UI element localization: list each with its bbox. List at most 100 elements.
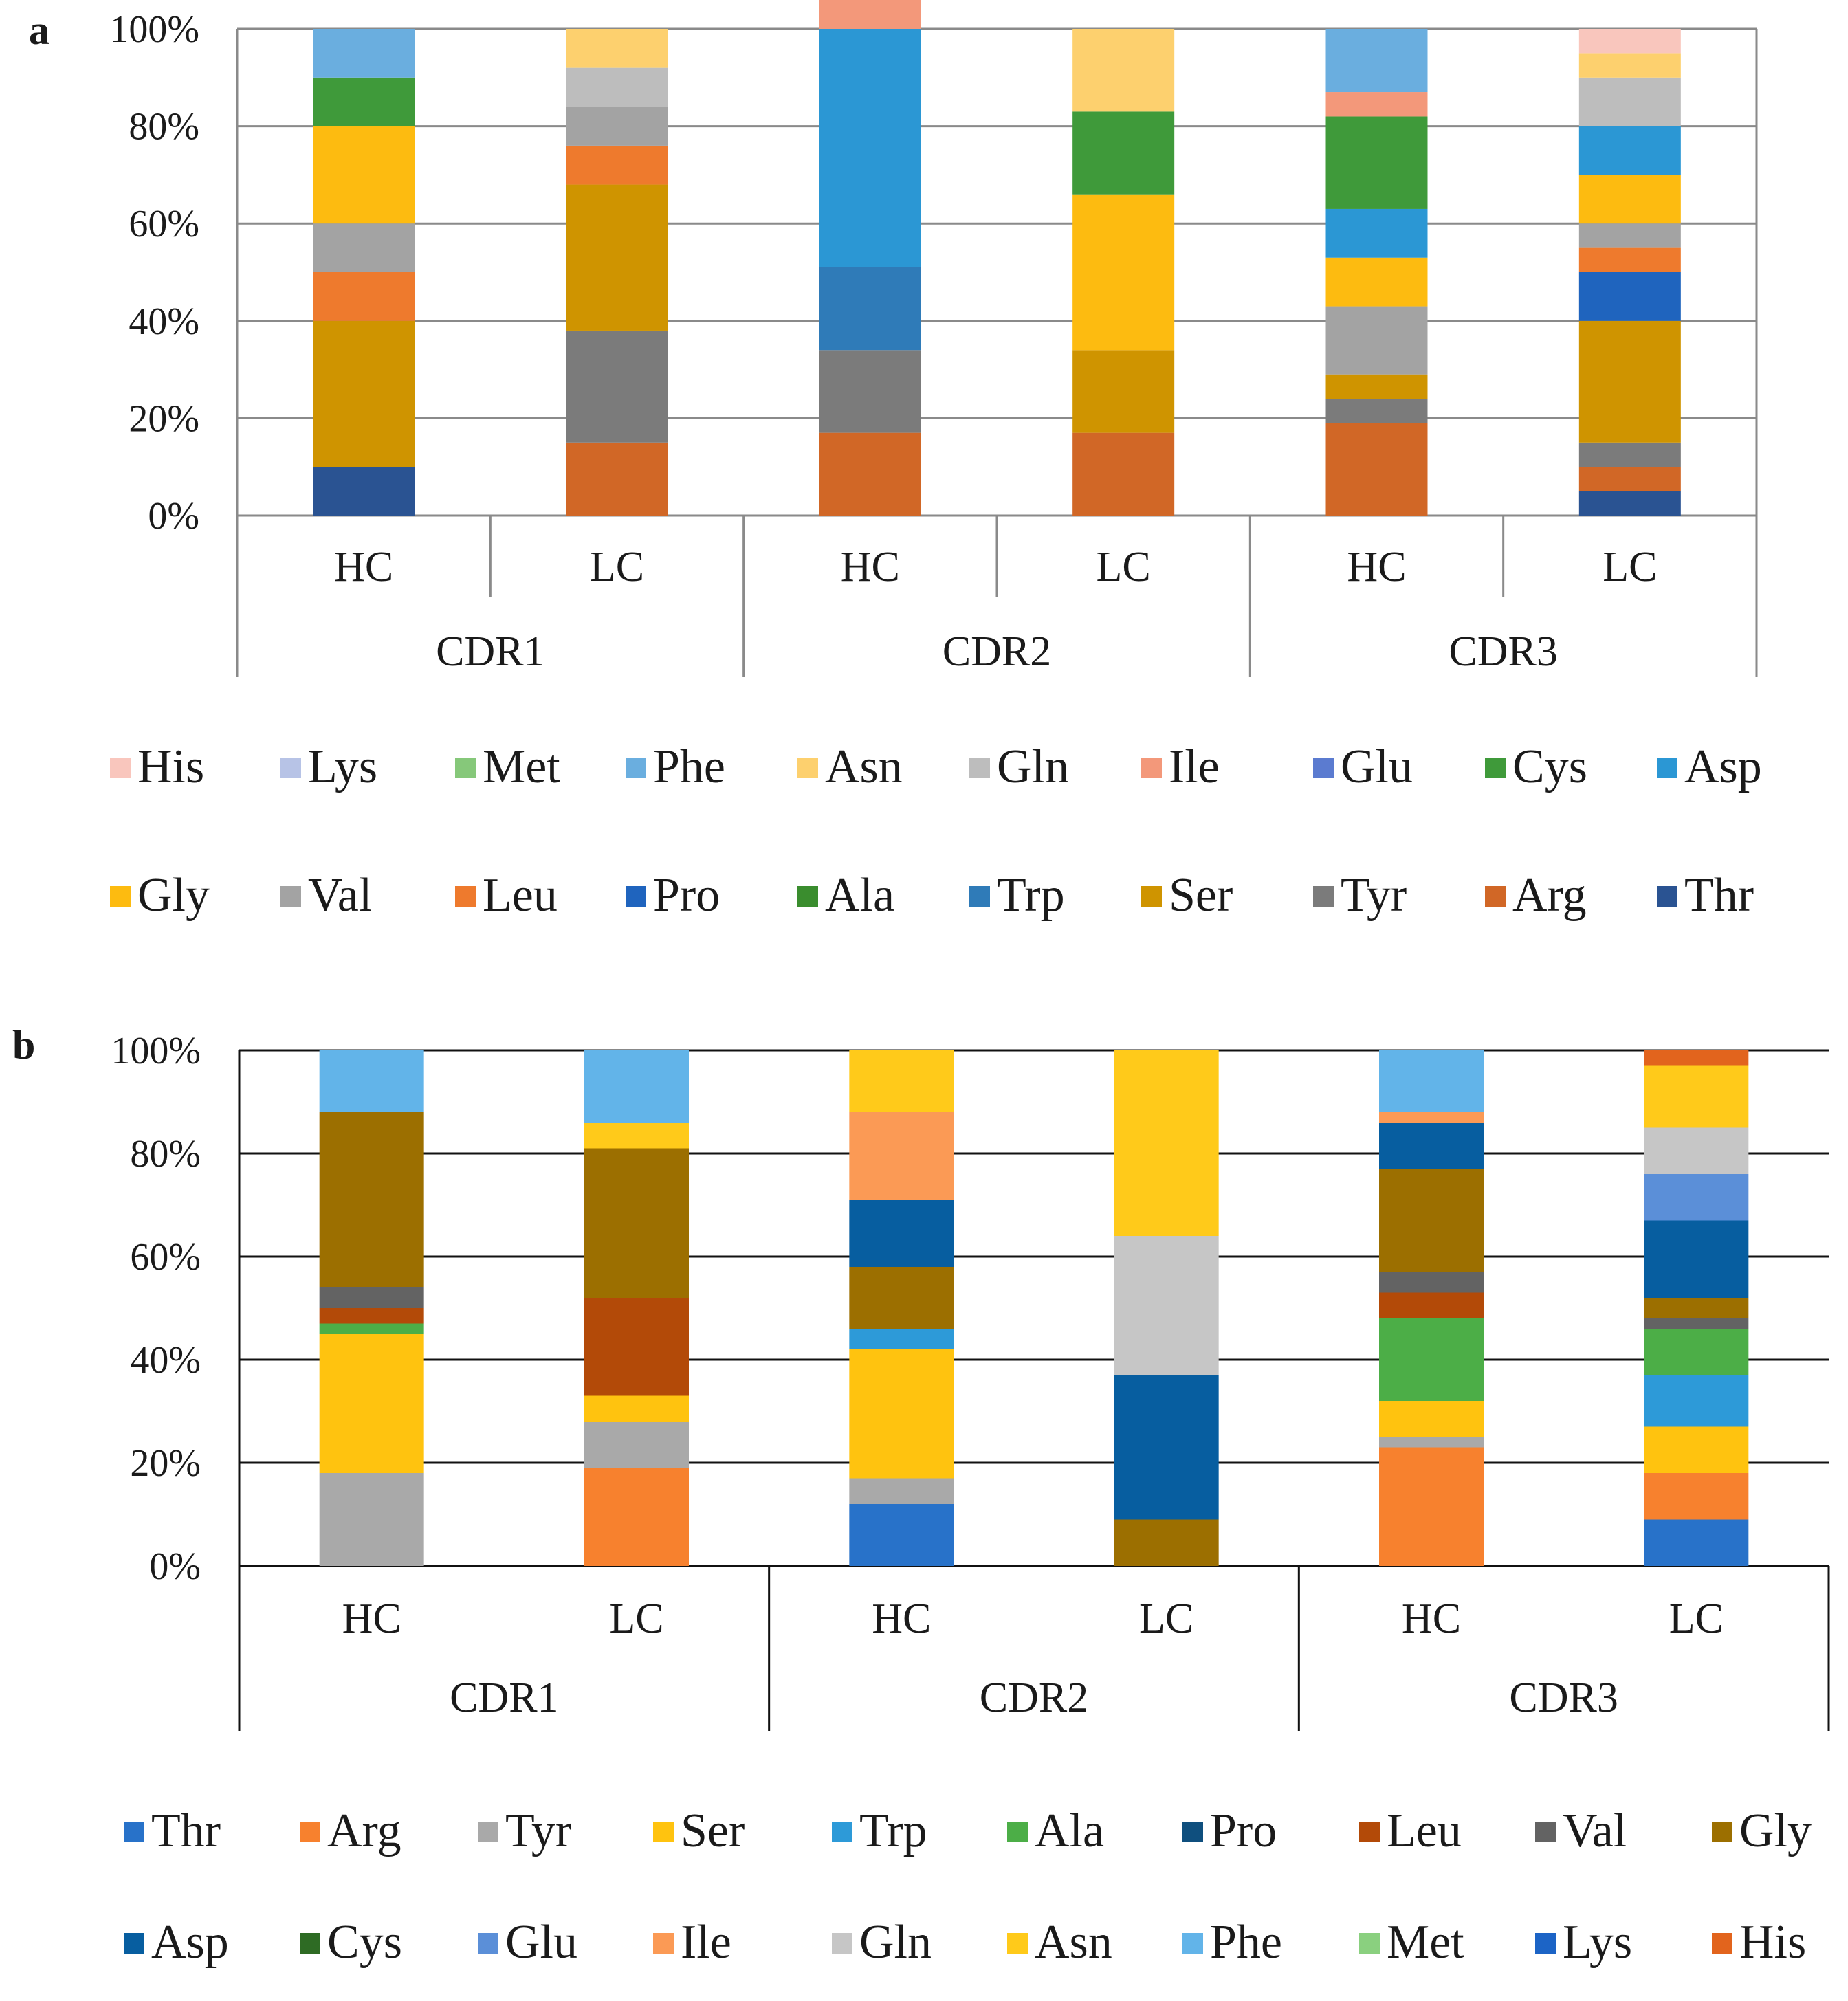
legend-swatch-his [1712, 1933, 1732, 1954]
legend-swatch-ser [653, 1822, 674, 1842]
legend-label-gln: Gln [997, 740, 1069, 793]
bar-segment-asp [819, 29, 921, 267]
legend-swatch-leu [1359, 1822, 1380, 1842]
category-label: HC [872, 1595, 931, 1642]
bar-segment-thr [313, 467, 415, 516]
y-tick-label: 0% [148, 495, 199, 538]
bar-segment-tyr [1379, 1437, 1484, 1448]
bar-segment-asp [1379, 1123, 1484, 1169]
bar-segment-tyr [849, 1478, 954, 1504]
bar-segment-cys [1326, 116, 1428, 209]
legend-swatch-thr [124, 1822, 144, 1842]
bar-segment-ser [584, 1395, 689, 1422]
legend-label-arg: Arg [327, 1804, 402, 1857]
bar-segment-arg [566, 442, 668, 516]
bar-segment-val [1578, 223, 1681, 248]
legend-swatch-val [280, 886, 301, 907]
legend-label-gly: Gly [1739, 1804, 1812, 1857]
legend-swatch-val [1535, 1822, 1556, 1842]
legend-swatch-ile [653, 1933, 674, 1954]
bar-segment-ser [566, 184, 668, 331]
legend-swatch-tyr [1313, 886, 1334, 907]
bar-segment-phe [1379, 1050, 1484, 1112]
legend-label-val: Val [308, 869, 372, 922]
bar-segment-gly [1114, 1519, 1219, 1566]
bar-segment-ser [1644, 1426, 1749, 1473]
bar-segment-asn [566, 29, 668, 68]
legend-label-asn: Asn [1035, 1916, 1112, 1969]
legend-swatch-thr [1657, 886, 1678, 907]
bar-segment-arg [1326, 423, 1428, 516]
bar-segment-val [319, 1287, 424, 1308]
bar-segment-val [566, 107, 668, 146]
legend-label-met: Met [483, 740, 560, 793]
panel-letter-b: b [12, 1022, 35, 1068]
bar-segment-gln [1114, 1236, 1219, 1375]
bar-segment-ile [1326, 92, 1428, 117]
bar-segment-arg [1578, 467, 1681, 491]
category-label: LC [609, 1595, 663, 1642]
bar-segment-leu [566, 145, 668, 185]
group-label: CDR1 [436, 628, 544, 675]
bar-segment-gly [1644, 1298, 1749, 1318]
legend-label-glu: Glu [1341, 740, 1413, 793]
legend-swatch-phe [1182, 1933, 1203, 1954]
legend-label-leu: Leu [1387, 1804, 1462, 1857]
legend-swatch-phe [626, 758, 646, 778]
y-tick-label: 20% [129, 397, 199, 440]
legend-swatch-lys [1535, 1933, 1556, 1954]
bar-segment-asp [1644, 1220, 1749, 1298]
y-tick-label: 100% [109, 8, 199, 51]
legend-swatch-met [1359, 1933, 1380, 1954]
legend-label-pro: Pro [1210, 1804, 1277, 1857]
bar-segment-asn [1578, 53, 1681, 78]
bar-segment-gly [1072, 194, 1175, 351]
legend-label-trp: Trp [997, 869, 1065, 922]
y-tick-label: 20% [130, 1442, 201, 1485]
bar-segment-leu [313, 272, 415, 321]
bar-segment-thr [1644, 1519, 1749, 1566]
legend-swatch-ser [1141, 886, 1162, 907]
bar-segment-glu [1644, 1174, 1749, 1221]
category-label: LC [1139, 1595, 1194, 1642]
bar-segment-tyr [319, 1473, 424, 1566]
bar-segment-trp [819, 267, 921, 351]
legend-swatch-ile [1141, 758, 1162, 778]
legend-label-met: Met [1387, 1916, 1464, 1969]
legend-label-ser: Ser [1169, 869, 1233, 922]
y-tick-label: 80% [129, 106, 199, 148]
group-label: CDR3 [1509, 1674, 1618, 1721]
bar-segment-ser [319, 1334, 424, 1473]
chart-panel-b: 0% 20% 40% 60% 80% 100% HC LC HC LC HC LC CDR1 CDR2 CD… [111, 1030, 1830, 1969]
legend-swatch-met [455, 758, 476, 778]
legend-swatch-glu [1313, 758, 1334, 778]
legend-swatch-gly [110, 886, 131, 907]
legend-label-pro: Pro [653, 869, 720, 922]
legend-label-phe: Phe [1210, 1916, 1282, 1969]
y-tick-label: 60% [130, 1236, 201, 1279]
bar-segment-arg [584, 1468, 689, 1566]
legend-label-ala: Ala [825, 869, 894, 922]
legend-label-thr: Thr [1684, 869, 1754, 922]
category-label: HC [1402, 1595, 1461, 1642]
bar-segment-cys [313, 77, 415, 126]
category-label: HC [334, 544, 393, 590]
bar-segment-ala [319, 1323, 424, 1334]
bar-segment-trp [849, 1329, 954, 1349]
legend-label-tyr: Tyr [505, 1804, 571, 1857]
bar-segment-val [1326, 306, 1428, 375]
legend-label-leu: Leu [483, 869, 558, 922]
legend-label-asp: Asp [151, 1916, 229, 1969]
bar-segment-gly [313, 126, 415, 224]
category-label: HC [342, 1595, 402, 1642]
legend-label-gln: Gln [859, 1916, 932, 1969]
bar-segment-thr [849, 1504, 954, 1566]
legend-label-val: Val [1563, 1804, 1627, 1857]
legend-swatch-cys [1485, 758, 1506, 778]
chart-panel-a: 0% 20% 40% 60% 80% 100% HC LC HC LC HC LC CDR1 CDR2 CD… [109, 0, 1762, 922]
legend-swatch-ala [1007, 1822, 1028, 1842]
bar-segment-tyr [819, 350, 921, 433]
legend-label-trp: Trp [859, 1804, 927, 1857]
